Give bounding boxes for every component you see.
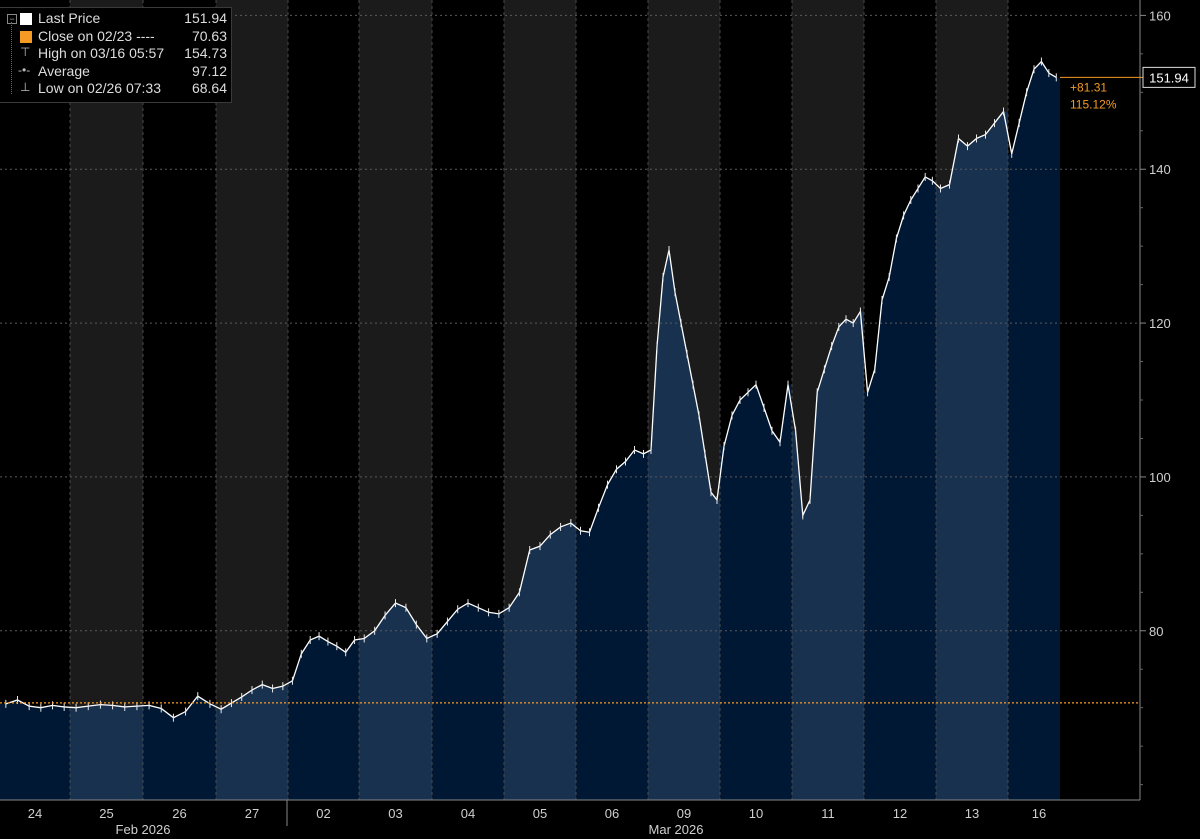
legend-panel: − Last Price 151.94 Close on 02/23 ---- … (0, 7, 232, 103)
day-band (216, 0, 288, 800)
price-area (792, 311, 864, 800)
price-area (648, 250, 720, 800)
collapse-toggle-icon[interactable]: − (7, 14, 17, 24)
legend-item-value: 70.63 (191, 27, 227, 44)
average-marker-icon: -•- (18, 62, 31, 77)
x-axis-tick-label: 09 (677, 806, 691, 821)
y-axis-tick-label: 160 (1149, 8, 1171, 23)
day-band (70, 0, 143, 800)
price-area (143, 696, 216, 800)
legend-item-value: 151.94 (184, 10, 227, 26)
price-area (864, 176, 936, 800)
last-price-tag: 151.94 (1149, 70, 1189, 85)
x-axis-tick-label: 25 (99, 806, 113, 821)
price-line (5, 60, 1057, 719)
x-axis-tick-label: 03 (388, 806, 402, 821)
price-area (216, 684, 288, 800)
price-area (70, 704, 143, 800)
white-square-icon (20, 13, 32, 25)
low-marker-icon: ⊥ (20, 80, 31, 94)
x-axis-tick-label: 27 (245, 806, 259, 821)
legend-item-low[interactable]: ⊥ Low on 02/26 07:33 68.64 (0, 80, 231, 98)
legend-item-last-price[interactable]: Last Price 151.94 (0, 10, 231, 28)
x-axis-tick-label: 11 (821, 806, 835, 821)
legend-item-high[interactable]: ⊤ High on 03/16 05:57 154.73 (0, 45, 231, 63)
price-area (288, 636, 359, 800)
y-axis-tick-label: 140 (1149, 162, 1171, 177)
legend-item-value: 97.12 (191, 62, 227, 79)
legend-item-label: Last Price (38, 10, 101, 26)
price-area (432, 603, 504, 800)
price-area (720, 384, 792, 800)
x-axis-tick-label: 12 (893, 806, 907, 821)
day-band (0, 0, 70, 800)
x-axis-month-label: Mar 2026 (649, 822, 704, 837)
legend-item-average[interactable]: -•- Average 97.12 (0, 63, 231, 81)
x-axis-tick-label: 16 (1032, 806, 1046, 821)
y-axis-tick-label: 100 (1149, 470, 1171, 485)
x-axis-tick-label: 06 (605, 806, 619, 821)
last-price-tag-box (1142, 66, 1196, 88)
x-axis-tick-label: 04 (461, 806, 475, 821)
legend-tree-line (11, 22, 13, 94)
day-band (143, 0, 216, 800)
x-axis-tick-label: 26 (172, 806, 186, 821)
legend-item-close[interactable]: Close on 02/23 ---- 70.63 (0, 28, 231, 46)
orange-square-icon (20, 30, 32, 43)
legend-item-label: High on 03/16 05:57 (38, 45, 165, 61)
legend-item-label: Close on 02/23 ---- (38, 27, 155, 44)
change-absolute: +81.31 (1070, 80, 1107, 94)
x-axis-month-label: Feb 2026 (116, 822, 171, 837)
y-axis-tick-label: 120 (1149, 316, 1171, 331)
x-axis-tick-label: 05 (533, 806, 547, 821)
x-axis-tick-label: 13 (965, 806, 979, 821)
price-area (576, 450, 648, 800)
x-axis-tick-label: 02 (316, 806, 330, 821)
price-area (504, 523, 576, 800)
price-area (0, 700, 70, 800)
high-marker-icon: ⊤ (20, 45, 31, 59)
legend-item-label: Average (38, 62, 90, 79)
legend-item-label: Low on 02/26 07:33 (38, 80, 161, 96)
y-axis-tick-label: 80 (1149, 624, 1163, 639)
price-area (359, 603, 432, 800)
legend-item-value: 154.73 (184, 45, 227, 61)
price-area (1008, 61, 1060, 801)
price-area (936, 111, 1008, 801)
x-axis-tick-label: 24 (28, 806, 42, 821)
legend-item-value: 68.64 (191, 80, 227, 96)
x-axis-tick-label: 10 (749, 806, 763, 821)
change-percent: 115.12% (1070, 97, 1117, 111)
